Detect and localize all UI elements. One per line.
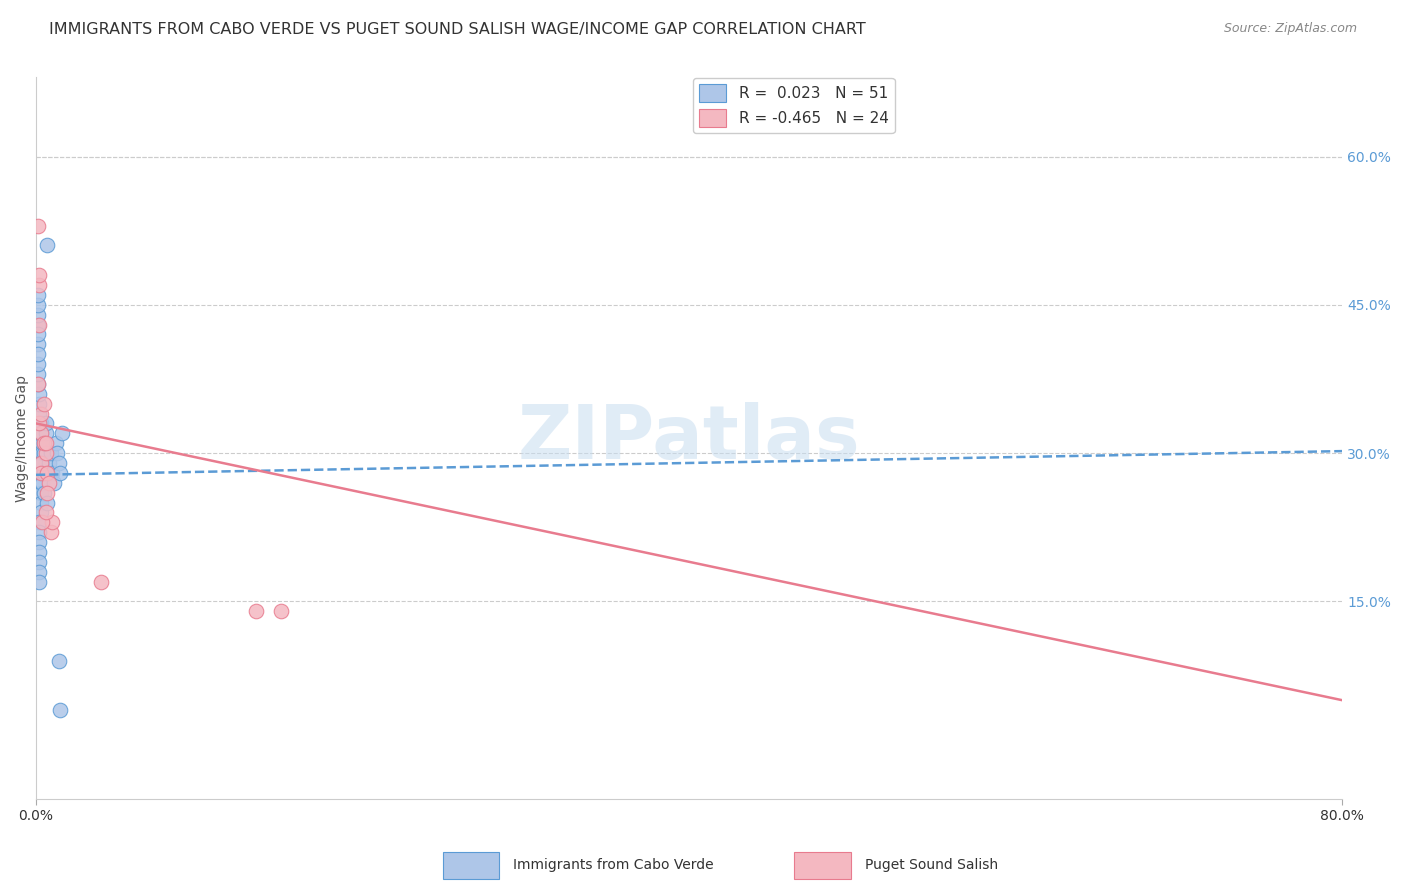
Point <box>30 417 52 431</box>
Point <box>42 475 65 490</box>
Point <box>49 466 72 480</box>
Point <box>35 446 58 460</box>
Point <box>31 446 53 460</box>
Point <box>30 426 52 441</box>
Point <box>30 495 52 509</box>
Legend: R =  0.023   N = 51, R = -0.465   N = 24: R = 0.023 N = 51, R = -0.465 N = 24 <box>693 78 894 133</box>
Point <box>48 654 70 668</box>
Point <box>27 357 49 371</box>
Point <box>28 318 51 332</box>
Point <box>28 525 51 540</box>
Point <box>41 466 63 480</box>
Point <box>27 288 49 302</box>
Point <box>51 426 73 441</box>
Point <box>32 466 55 480</box>
Point <box>35 436 58 450</box>
Point <box>32 446 55 460</box>
Point <box>37 495 59 509</box>
Point <box>27 298 49 312</box>
Point <box>41 516 63 530</box>
Text: Source: ZipAtlas.com: Source: ZipAtlas.com <box>1223 22 1357 36</box>
Point <box>27 308 49 322</box>
Point <box>28 407 51 421</box>
Point <box>90 574 112 589</box>
Point <box>31 475 53 490</box>
Point <box>30 505 52 519</box>
Point <box>30 456 52 470</box>
Point <box>28 397 51 411</box>
Point <box>28 555 51 569</box>
Point <box>37 238 59 252</box>
Point <box>28 278 51 293</box>
Point <box>35 505 58 519</box>
Point <box>31 516 53 530</box>
Point <box>245 604 267 618</box>
Point <box>27 337 49 351</box>
Point <box>37 485 59 500</box>
Point <box>31 456 53 470</box>
Point <box>32 485 55 500</box>
Point <box>35 417 58 431</box>
Text: Immigrants from Cabo Verde: Immigrants from Cabo Verde <box>513 858 714 872</box>
Point <box>28 417 51 431</box>
Point <box>28 565 51 579</box>
Point <box>32 397 55 411</box>
Point <box>30 426 52 441</box>
Point <box>39 446 62 460</box>
Point <box>30 466 52 480</box>
Point <box>35 426 58 441</box>
Text: ZIPatlas: ZIPatlas <box>517 401 860 475</box>
Point <box>38 456 60 470</box>
Point <box>30 456 52 470</box>
Point <box>32 436 55 450</box>
Point <box>32 436 55 450</box>
Point <box>39 525 62 540</box>
Point <box>46 446 69 460</box>
Point <box>27 376 49 391</box>
Point <box>28 386 51 401</box>
Point <box>30 407 52 421</box>
Point <box>27 367 49 381</box>
Point <box>30 485 52 500</box>
Point <box>45 436 67 450</box>
Point <box>30 466 52 480</box>
Point <box>28 535 51 549</box>
Point <box>27 347 49 361</box>
Point <box>28 516 51 530</box>
Point <box>37 466 59 480</box>
Point <box>27 327 49 342</box>
Point <box>30 475 52 490</box>
FancyBboxPatch shape <box>443 852 499 879</box>
Point <box>27 318 49 332</box>
Point <box>49 703 72 717</box>
Point <box>27 219 49 233</box>
Point <box>31 436 53 450</box>
Text: Puget Sound Salish: Puget Sound Salish <box>865 858 998 872</box>
Text: IMMIGRANTS FROM CABO VERDE VS PUGET SOUND SALISH WAGE/INCOME GAP CORRELATION CHA: IMMIGRANTS FROM CABO VERDE VS PUGET SOUN… <box>49 22 866 37</box>
Point <box>28 574 51 589</box>
Point <box>270 604 292 618</box>
Point <box>28 268 51 282</box>
Y-axis label: Wage/Income Gap: Wage/Income Gap <box>15 375 30 502</box>
Point <box>48 456 70 470</box>
Point <box>27 376 49 391</box>
Point <box>38 475 60 490</box>
Point <box>28 545 51 559</box>
FancyBboxPatch shape <box>794 852 851 879</box>
